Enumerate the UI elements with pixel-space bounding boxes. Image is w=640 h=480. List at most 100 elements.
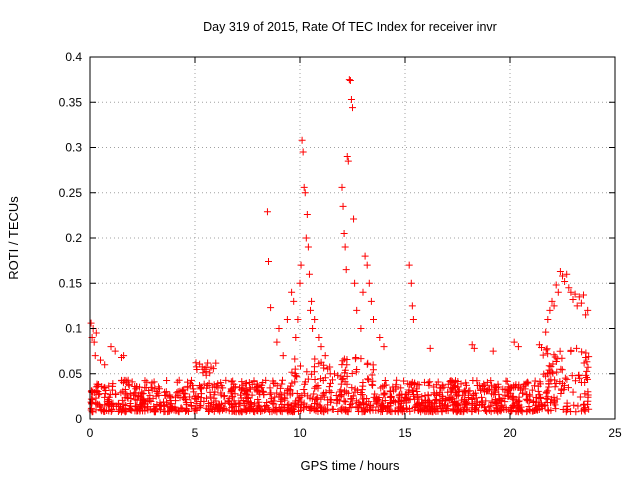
data-point xyxy=(447,388,455,396)
data-point xyxy=(515,381,523,389)
data-point xyxy=(208,383,216,391)
x-tick-label: 10 xyxy=(293,426,307,440)
data-point xyxy=(483,408,491,416)
data-point xyxy=(251,408,259,416)
data-point xyxy=(235,408,243,416)
data-point xyxy=(326,363,334,371)
data-point xyxy=(273,389,281,397)
data-point xyxy=(94,391,102,399)
data-point xyxy=(585,353,593,361)
data-point xyxy=(548,297,556,305)
data-point xyxy=(420,378,428,386)
data-point xyxy=(305,270,313,278)
data-point xyxy=(345,404,353,412)
data-point xyxy=(340,229,348,237)
data-point xyxy=(398,408,406,416)
data-point xyxy=(155,385,163,393)
data-point xyxy=(173,378,181,386)
data-point xyxy=(359,288,367,296)
data-point xyxy=(342,266,350,274)
data-point xyxy=(431,405,439,413)
data-point xyxy=(310,399,318,407)
data-point xyxy=(246,404,254,412)
data-point xyxy=(317,404,325,412)
data-point xyxy=(364,375,372,383)
data-point xyxy=(347,395,355,403)
data-point xyxy=(268,408,276,416)
data-point xyxy=(317,343,325,351)
data-point xyxy=(181,390,189,398)
data-point xyxy=(344,389,352,397)
data-point xyxy=(120,352,128,360)
data-point xyxy=(141,407,149,415)
data-point xyxy=(563,375,571,383)
data-point xyxy=(139,389,147,397)
data-point xyxy=(451,384,459,392)
data-point xyxy=(326,379,334,387)
data-point xyxy=(380,343,388,351)
data-point xyxy=(295,396,303,404)
data-point xyxy=(452,391,460,399)
data-point xyxy=(405,261,413,269)
data-point xyxy=(143,378,151,386)
data-point xyxy=(479,401,487,409)
data-point xyxy=(366,405,374,413)
data-point xyxy=(227,401,235,409)
data-point xyxy=(363,360,371,368)
x-tick-label: 25 xyxy=(608,426,622,440)
data-points xyxy=(87,76,593,416)
data-point xyxy=(449,407,457,415)
data-point xyxy=(466,387,474,395)
data-point xyxy=(563,270,571,278)
data-point xyxy=(462,381,470,389)
y-tick-label: 0.2 xyxy=(65,231,82,245)
data-point xyxy=(91,352,99,360)
data-point xyxy=(288,379,296,387)
data-point xyxy=(311,355,319,363)
data-point xyxy=(163,376,171,384)
data-point xyxy=(262,401,270,409)
data-point xyxy=(535,394,543,402)
data-point xyxy=(237,391,245,399)
data-point xyxy=(365,279,373,287)
data-point xyxy=(522,380,530,388)
data-point xyxy=(269,399,277,407)
data-point xyxy=(299,148,307,156)
data-point xyxy=(338,183,346,191)
data-point xyxy=(501,386,509,394)
data-point xyxy=(131,396,139,404)
data-point xyxy=(536,378,544,386)
data-point xyxy=(580,400,588,408)
data-point xyxy=(170,406,178,414)
data-point xyxy=(209,365,217,373)
data-point xyxy=(125,380,133,388)
data-point xyxy=(573,344,581,352)
data-point xyxy=(291,370,299,378)
data-point xyxy=(126,390,134,398)
data-point xyxy=(266,384,274,392)
data-point xyxy=(471,404,479,412)
data-point xyxy=(164,401,172,409)
data-point xyxy=(446,396,454,404)
data-point xyxy=(303,402,311,410)
data-point xyxy=(302,234,310,242)
y-tick-label: 0 xyxy=(75,412,82,426)
data-point xyxy=(455,386,463,394)
data-point xyxy=(578,407,586,415)
data-point xyxy=(368,381,376,389)
data-point xyxy=(413,391,421,399)
data-point xyxy=(349,104,356,112)
data-point xyxy=(584,388,592,396)
data-point xyxy=(87,406,95,414)
data-point xyxy=(244,393,252,401)
data-point xyxy=(226,399,234,407)
data-point xyxy=(487,377,495,385)
data-point xyxy=(433,389,441,397)
data-point xyxy=(232,403,240,411)
data-point xyxy=(156,406,164,414)
data-point xyxy=(575,293,583,301)
data-point xyxy=(328,376,336,384)
data-point xyxy=(502,404,510,412)
data-point xyxy=(191,405,199,413)
data-point xyxy=(339,202,347,210)
